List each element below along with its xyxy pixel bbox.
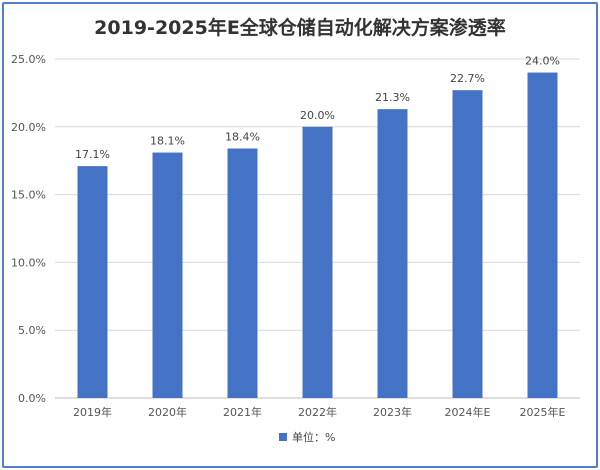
bar	[227, 148, 258, 398]
data-label: 20.0%	[300, 109, 335, 122]
y-tick-label: 5.0%	[18, 324, 46, 337]
bar	[152, 152, 183, 398]
y-tick-label: 15.0%	[11, 189, 46, 202]
y-tick-label: 0.0%	[18, 392, 46, 405]
x-tick-label: 2022年	[298, 405, 337, 419]
bar	[77, 166, 108, 398]
data-label: 21.3%	[375, 91, 410, 104]
chart-title: 2019-2025年E全球仓储自动化解决方案渗透率	[94, 16, 506, 39]
bar	[452, 90, 483, 399]
data-label: 18.1%	[150, 135, 185, 148]
data-label: 17.1%	[75, 148, 110, 161]
x-tick-label: 2019年	[73, 405, 112, 419]
legend-label: 单位：%	[292, 430, 335, 444]
y-tick-label: 25.0%	[11, 53, 46, 66]
y-tick-label: 10.0%	[11, 256, 46, 269]
legend-swatch	[279, 433, 287, 441]
x-tick-label: 2021年	[223, 405, 262, 419]
data-label: 18.4%	[225, 130, 260, 143]
bar	[527, 72, 558, 398]
x-tick-label: 2025年E	[520, 405, 566, 419]
data-label: 22.7%	[450, 72, 485, 85]
y-tick-label: 20.0%	[11, 121, 46, 134]
x-tick-label: 2024年E	[445, 405, 491, 419]
data-label: 24.0%	[525, 55, 560, 68]
bar	[302, 126, 333, 399]
x-tick-label: 2020年	[148, 405, 187, 419]
x-tick-label: 2023年	[373, 405, 412, 419]
bar	[377, 109, 408, 398]
